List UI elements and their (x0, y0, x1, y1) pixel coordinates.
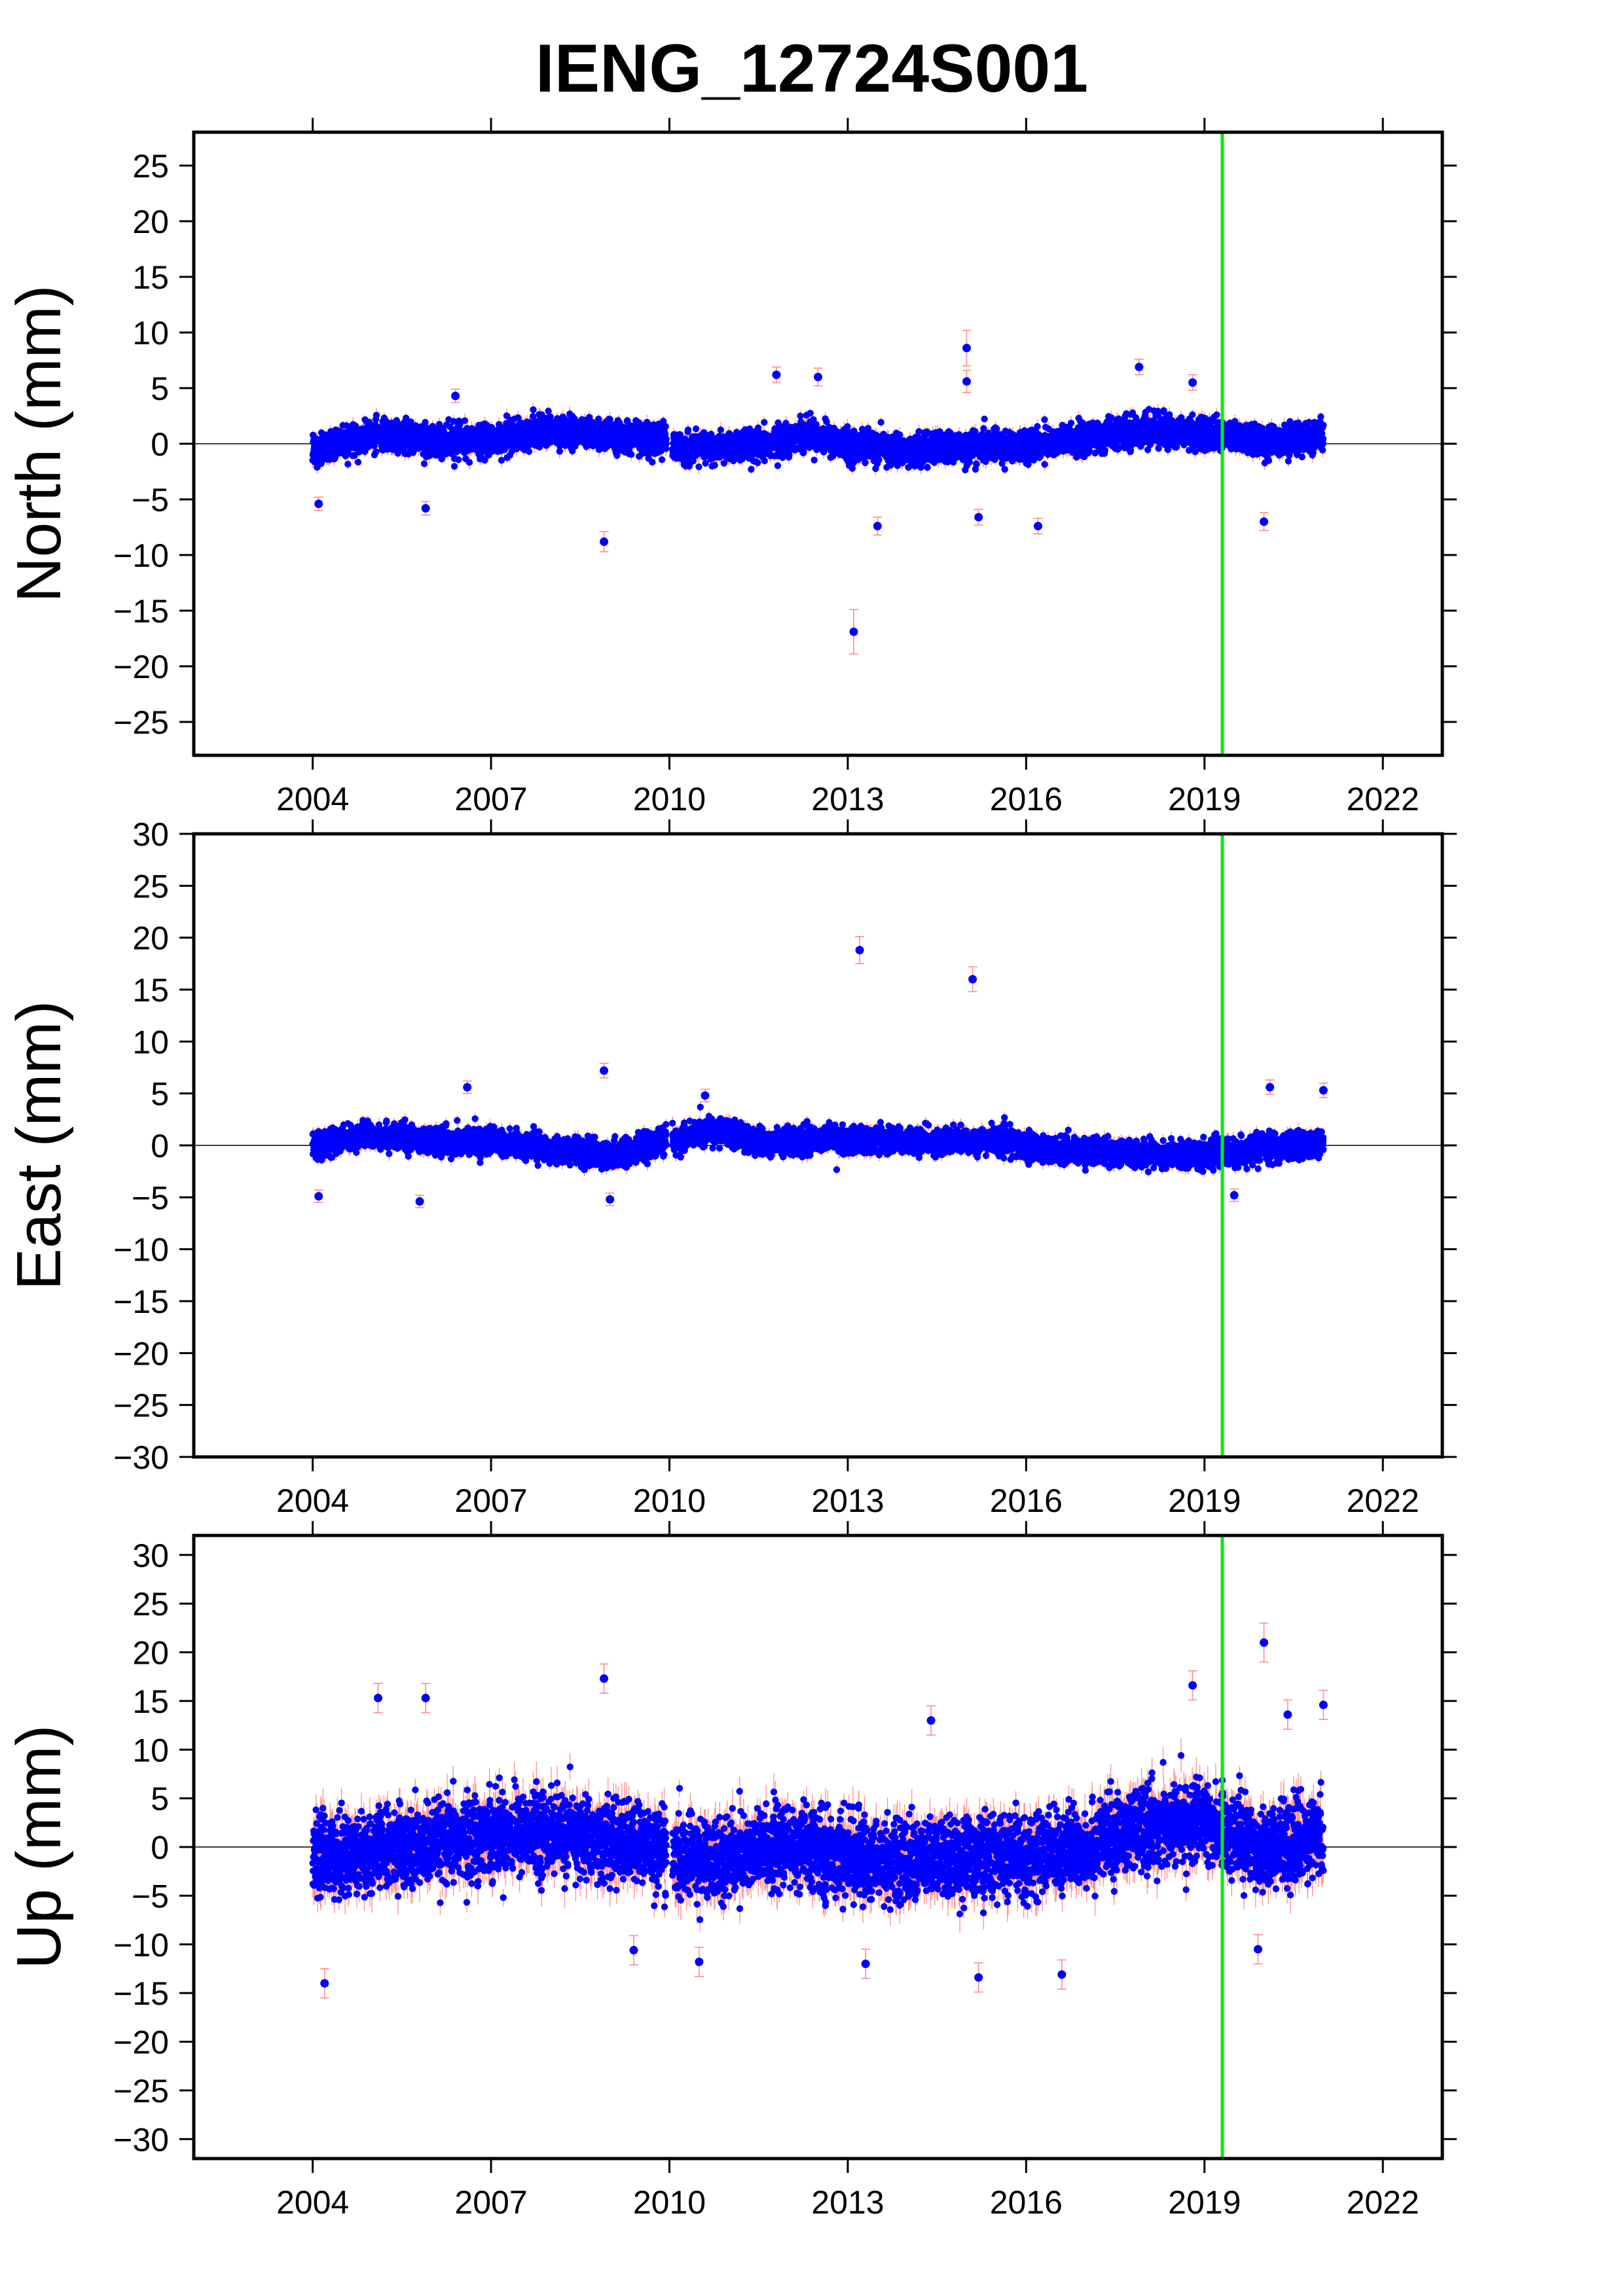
panel-1: 2004 2007 2010 2013 2016 2019 20222520151050−5… (4, 118, 1457, 817)
panels: 2004 2007 2010 2013 2016 2019 20222520151050−5… (4, 118, 1457, 2221)
plot-area (194, 329, 1442, 655)
figure-title: IENG_12724S001 (536, 31, 1088, 107)
